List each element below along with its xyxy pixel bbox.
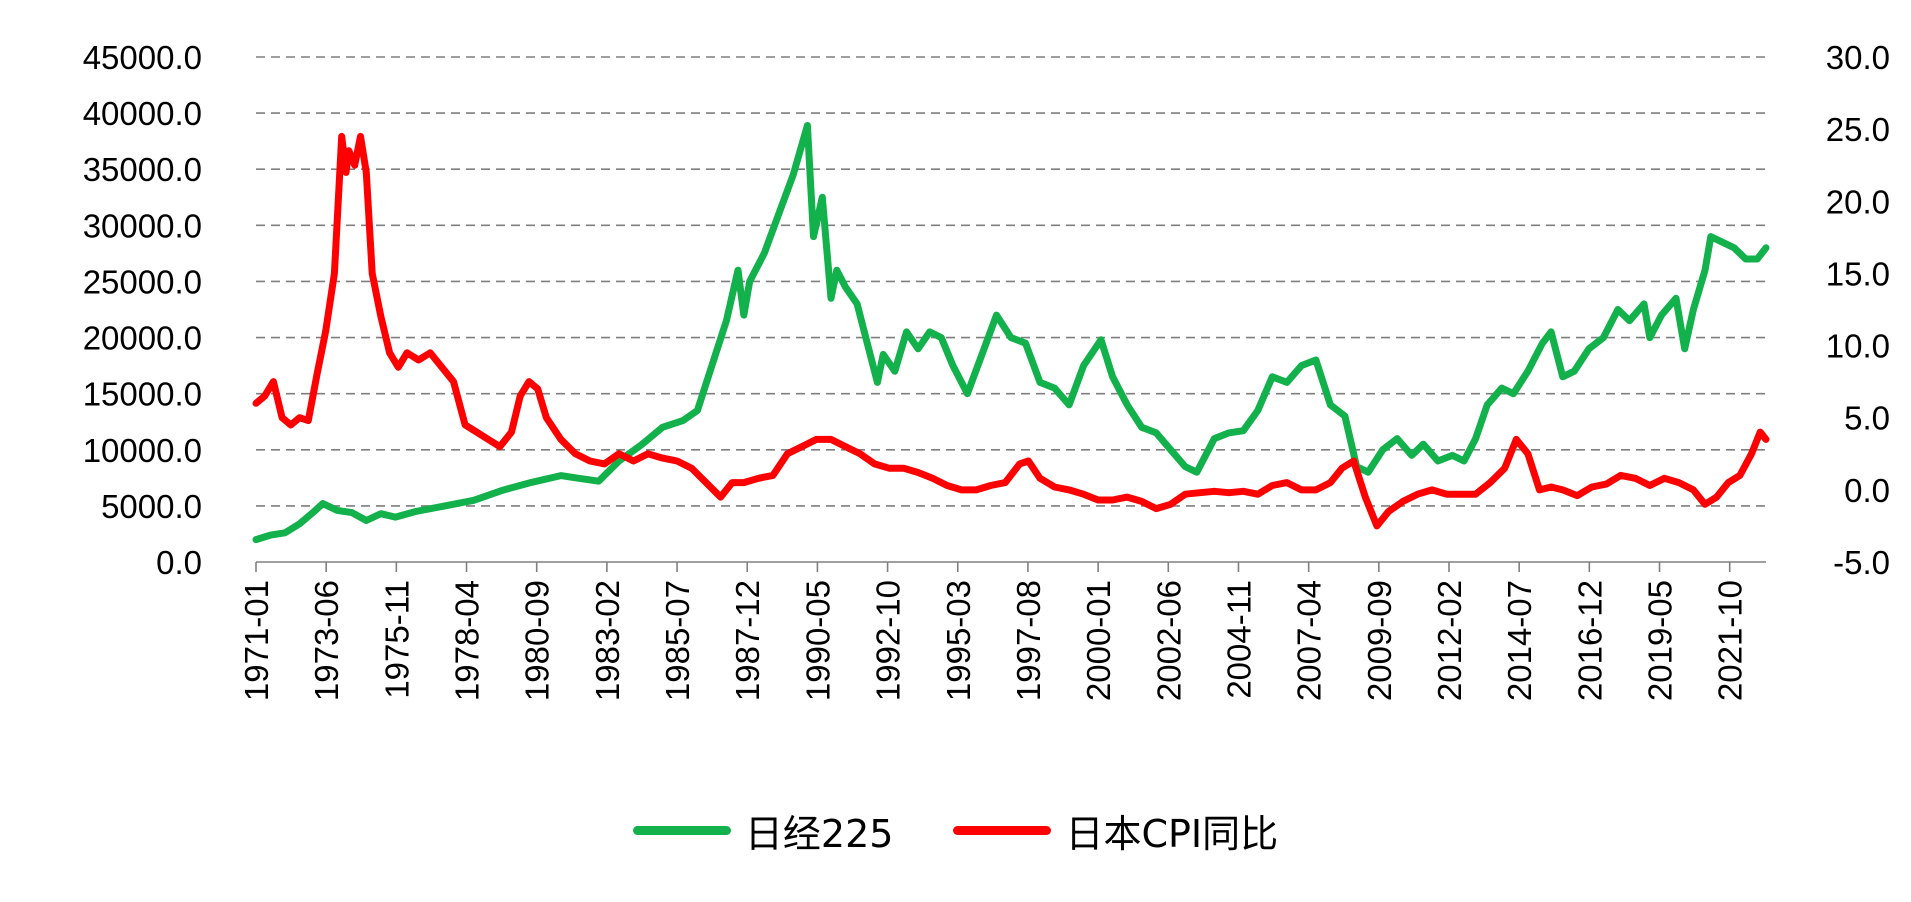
x-tick-label: 1980-09 — [519, 580, 556, 701]
left-tick-label: 20000.0 — [83, 320, 202, 357]
series-lines — [252, 122, 1770, 544]
x-tick-label: 2021-10 — [1712, 580, 1749, 701]
right-tick-label: 5.0 — [1844, 400, 1890, 437]
left-tick-label: 45000.0 — [83, 39, 202, 76]
x-tick-label: 1987-12 — [729, 580, 766, 701]
left-tick-label: 40000.0 — [83, 95, 202, 132]
left-tick-label: 35000.0 — [83, 151, 202, 188]
x-tick-label: 1995-03 — [940, 580, 977, 701]
legend-label-nikkei: 日经225 — [744, 811, 894, 856]
left-tick-label: 5000.0 — [101, 488, 202, 525]
legend-swatch-cpi — [953, 825, 1052, 835]
x-tick-label: 2009-09 — [1361, 580, 1398, 701]
right-tick-label: 10.0 — [1826, 328, 1890, 365]
right-tick-label: -5.0 — [1833, 544, 1890, 581]
x-axis: 1971-01 1973-06 1975-11 1978-04 1980-09 1983-… — [238, 561, 1766, 701]
x-tick-label: 1971-01 — [238, 580, 275, 701]
x-tick-label: 2004-11 — [1220, 580, 1257, 699]
legend-label-cpi: 日本CPI同比 — [1065, 811, 1279, 856]
legend-item-nikkei[interactable]: 日经225 — [632, 803, 894, 858]
left-tick-label: 25000.0 — [83, 263, 202, 300]
series-line-cpi — [252, 132, 1770, 530]
left-tick-label: 0.0 — [156, 544, 202, 581]
x-tick-label: 2007-04 — [1291, 580, 1328, 701]
x-tick-label: 2002-06 — [1150, 580, 1187, 701]
x-tick-label: 2019-05 — [1642, 580, 1679, 701]
left-tick-label: 15000.0 — [83, 376, 202, 413]
right-tick-label: 15.0 — [1826, 255, 1890, 292]
chart: 0.0 5000.0 10000.0 15000.0 20000.0 25000.0 300… — [83, 39, 1890, 701]
series-line-nikkei — [252, 122, 1770, 544]
x-tick-label: 2000-01 — [1080, 580, 1117, 701]
x-tick-label: 2016-12 — [1571, 580, 1608, 701]
left-y-axis: 0.0 5000.0 10000.0 15000.0 20000.0 25000.0 300… — [83, 39, 202, 581]
legend-item-cpi[interactable]: 日本CPI同比 — [953, 803, 1278, 858]
right-tick-label: 20.0 — [1826, 183, 1890, 220]
x-tick-label: 1975-11 — [378, 580, 415, 699]
x-tick-label: 2014-07 — [1501, 580, 1538, 701]
right-tick-label: 0.0 — [1844, 472, 1890, 509]
x-tick-label: 1983-02 — [589, 580, 626, 701]
x-tick-label: 2012-02 — [1431, 580, 1468, 701]
x-tick-label: 1997-08 — [1010, 580, 1047, 701]
x-tick-label: 1990-05 — [799, 580, 836, 701]
right-y-axis: -5.0 0.0 5.0 10.0 15.0 20.0 25.0 30.0 — [1826, 39, 1890, 581]
x-tick-label: 1992-10 — [870, 580, 907, 701]
legend-swatch-nikkei — [632, 825, 731, 835]
right-tick-label: 25.0 — [1826, 111, 1890, 148]
x-tick-label: 1985-07 — [659, 580, 696, 701]
left-tick-label: 10000.0 — [83, 432, 202, 469]
left-tick-label: 30000.0 — [83, 207, 202, 244]
x-tick-label: 1978-04 — [449, 580, 486, 701]
legend: 日经225 日本CPI同比 — [0, 800, 1911, 860]
x-tick-label: 1973-06 — [308, 580, 345, 701]
right-tick-label: 30.0 — [1826, 39, 1890, 76]
